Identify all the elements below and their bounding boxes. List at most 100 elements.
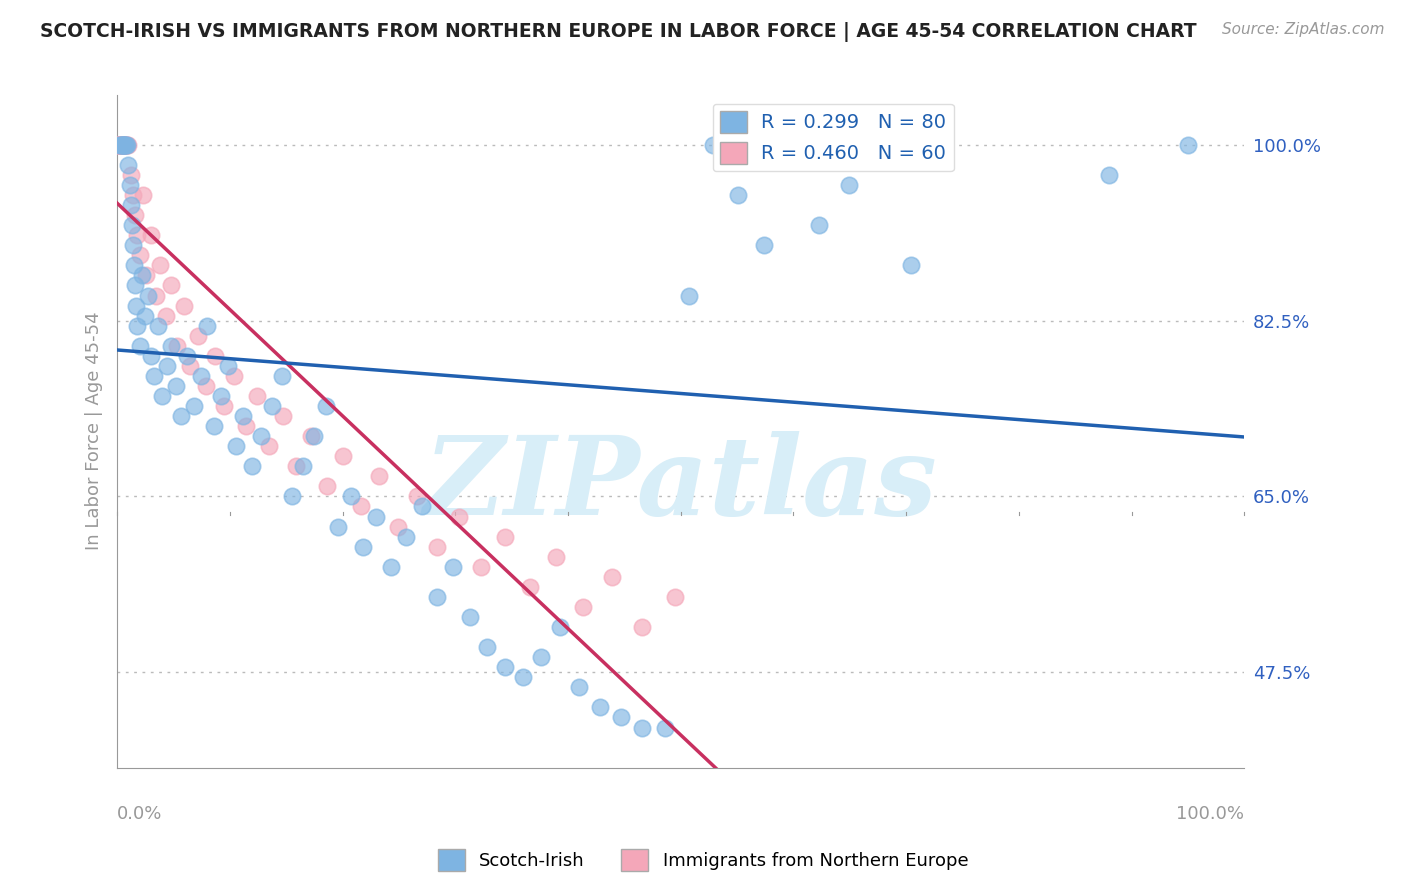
Immigrants from Northern Europe: [124, 208, 146, 222]
Scotch-Irish: [150, 389, 173, 403]
Immigrants from Northern Europe: [271, 409, 294, 423]
Scotch-Irish: [426, 590, 449, 604]
Immigrants from Northern Europe: [631, 620, 654, 634]
Immigrants from Northern Europe: [110, 137, 132, 152]
Immigrants from Northern Europe: [179, 359, 201, 373]
Scotch-Irish: [118, 178, 141, 192]
Immigrants from Northern Europe: [135, 268, 157, 283]
Immigrants from Northern Europe: [350, 500, 373, 514]
Scotch-Irish: [124, 278, 146, 293]
Scotch-Irish: [568, 681, 591, 695]
Immigrants from Northern Europe: [367, 469, 389, 483]
Scotch-Irish: [1177, 137, 1199, 152]
Scotch-Irish: [395, 530, 418, 544]
Scotch-Irish: [339, 490, 361, 504]
Immigrants from Northern Europe: [115, 137, 138, 152]
Immigrants from Northern Europe: [112, 137, 135, 152]
Scotch-Irish: [366, 509, 388, 524]
Immigrants from Northern Europe: [332, 450, 354, 464]
Text: Source: ZipAtlas.com: Source: ZipAtlas.com: [1222, 22, 1385, 37]
Immigrants from Northern Europe: [519, 580, 541, 594]
Scotch-Irish: [111, 137, 134, 152]
Scotch-Irish: [202, 419, 225, 434]
Immigrants from Northern Europe: [387, 519, 409, 533]
Scotch-Irish: [125, 299, 148, 313]
Scotch-Irish: [494, 660, 516, 674]
Immigrants from Northern Europe: [166, 339, 188, 353]
Scotch-Irish: [136, 288, 159, 302]
Scotch-Irish: [530, 650, 553, 665]
Scotch-Irish: [121, 218, 143, 232]
Scotch-Irish: [441, 559, 464, 574]
Immigrants from Northern Europe: [139, 228, 162, 243]
Scotch-Irish: [122, 238, 145, 252]
Scotch-Irish: [170, 409, 193, 423]
Scotch-Irish: [176, 349, 198, 363]
Scotch-Irish: [548, 620, 571, 634]
Legend: Scotch-Irish, Immigrants from Northern Europe: Scotch-Irish, Immigrants from Northern E…: [430, 842, 976, 879]
Scotch-Irish: [122, 259, 145, 273]
Scotch-Irish: [110, 137, 132, 152]
Scotch-Irish: [631, 721, 654, 735]
Scotch-Irish: [260, 399, 283, 413]
Immigrants from Northern Europe: [160, 278, 183, 293]
Immigrants from Northern Europe: [155, 309, 177, 323]
Immigrants from Northern Europe: [120, 168, 142, 182]
Immigrants from Northern Europe: [299, 429, 322, 443]
Immigrants from Northern Europe: [112, 137, 135, 152]
Y-axis label: In Labor Force | Age 45-54: In Labor Force | Age 45-54: [86, 312, 103, 550]
Immigrants from Northern Europe: [600, 570, 623, 584]
Scotch-Irish: [610, 710, 633, 724]
Scotch-Irish: [868, 137, 890, 152]
Immigrants from Northern Europe: [195, 379, 218, 393]
Scotch-Irish: [195, 318, 218, 333]
Scotch-Irish: [292, 459, 315, 474]
Scotch-Irish: [143, 368, 166, 383]
Scotch-Irish: [127, 318, 149, 333]
Scotch-Irish: [270, 368, 292, 383]
Immigrants from Northern Europe: [107, 137, 129, 152]
Scotch-Irish: [232, 409, 254, 423]
Scotch-Irish: [458, 610, 481, 624]
Scotch-Irish: [131, 268, 153, 283]
Immigrants from Northern Europe: [145, 288, 167, 302]
Immigrants from Northern Europe: [406, 490, 429, 504]
Immigrants from Northern Europe: [111, 137, 134, 152]
Scotch-Irish: [128, 339, 150, 353]
Immigrants from Northern Europe: [110, 137, 132, 152]
Scotch-Irish: [134, 309, 156, 323]
Immigrants from Northern Europe: [111, 137, 134, 152]
Scotch-Irish: [281, 490, 304, 504]
Immigrants from Northern Europe: [470, 559, 492, 574]
Immigrants from Northern Europe: [204, 349, 226, 363]
Text: SCOTCH-IRISH VS IMMIGRANTS FROM NORTHERN EUROPE IN LABOR FORCE | AGE 45-54 CORRE: SCOTCH-IRISH VS IMMIGRANTS FROM NORTHERN…: [41, 22, 1197, 42]
Immigrants from Northern Europe: [132, 188, 155, 202]
Scotch-Irish: [654, 721, 676, 735]
Immigrants from Northern Europe: [111, 137, 134, 152]
Immigrants from Northern Europe: [127, 228, 149, 243]
Scotch-Irish: [315, 399, 337, 413]
Scotch-Irish: [117, 137, 139, 152]
Scotch-Irish: [250, 429, 273, 443]
Immigrants from Northern Europe: [224, 368, 246, 383]
Immigrants from Northern Europe: [117, 137, 139, 152]
Scotch-Irish: [156, 359, 179, 373]
Scotch-Irish: [217, 359, 239, 373]
Scotch-Irish: [111, 137, 134, 152]
Immigrants from Northern Europe: [235, 419, 257, 434]
Scotch-Irish: [900, 259, 922, 273]
Scotch-Irish: [352, 540, 374, 554]
Scotch-Irish: [139, 349, 162, 363]
Scotch-Irish: [165, 379, 187, 393]
Scotch-Irish: [838, 178, 860, 192]
Scotch-Irish: [117, 158, 139, 172]
Immigrants from Northern Europe: [315, 479, 337, 493]
Immigrants from Northern Europe: [114, 137, 136, 152]
Immigrants from Northern Europe: [494, 530, 516, 544]
Scotch-Irish: [932, 137, 955, 152]
Scotch-Irish: [727, 188, 749, 202]
Immigrants from Northern Europe: [259, 439, 281, 453]
Scotch-Irish: [808, 218, 831, 232]
Scotch-Irish: [780, 137, 803, 152]
Immigrants from Northern Europe: [117, 137, 139, 152]
